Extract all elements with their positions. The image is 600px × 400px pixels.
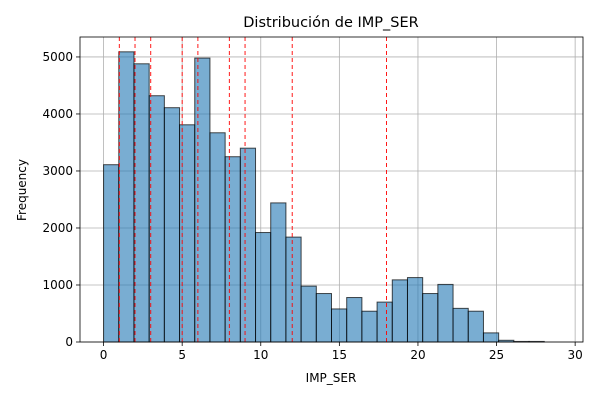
histogram-bar bbox=[148, 95, 165, 343]
histogram-bar bbox=[406, 277, 424, 343]
x-tick-label: 15 bbox=[332, 348, 347, 362]
x-tick-label: 10 bbox=[253, 348, 268, 362]
histogram-bar bbox=[239, 147, 257, 343]
histogram-bar bbox=[224, 156, 241, 343]
histogram-bar bbox=[133, 63, 150, 343]
x-tick-label: 25 bbox=[489, 348, 504, 362]
histogram-bar bbox=[300, 285, 317, 343]
x-tick-label: 5 bbox=[178, 348, 186, 362]
histogram-bar bbox=[391, 279, 408, 343]
histogram-bar bbox=[103, 164, 120, 343]
histogram-bar bbox=[270, 202, 287, 343]
plot-area-frame bbox=[79, 36, 584, 343]
histogram-bar bbox=[331, 308, 348, 343]
histogram-bar bbox=[315, 293, 332, 343]
y-axis-ticks: 0 1000 2000 3000 4000 5000 bbox=[42, 50, 80, 349]
histogram-bar bbox=[255, 232, 272, 343]
histogram-bar bbox=[437, 283, 454, 343]
histogram-bar bbox=[194, 57, 211, 343]
y-tick-label: 3000 bbox=[42, 164, 73, 178]
y-tick-label: 4000 bbox=[42, 107, 73, 121]
y-tick-label: 0 bbox=[65, 335, 73, 349]
histogram-bar bbox=[118, 51, 135, 343]
histogram-bar bbox=[361, 310, 378, 343]
histogram-bar bbox=[422, 293, 439, 343]
histogram-bar bbox=[452, 307, 469, 343]
x-axis-label: IMP_SER bbox=[306, 371, 357, 385]
chart-title: Distribución de IMP_SER bbox=[243, 15, 418, 31]
histogram-bar bbox=[285, 236, 302, 343]
x-tick-label: 20 bbox=[410, 348, 425, 362]
x-tick-label: 0 bbox=[100, 348, 108, 362]
histogram-bar bbox=[482, 332, 500, 343]
y-tick-label: 1000 bbox=[42, 278, 73, 292]
y-axis-label: Frequency bbox=[15, 159, 29, 221]
y-tick-label: 2000 bbox=[42, 221, 73, 235]
histogram-bars bbox=[103, 51, 545, 343]
histogram-bar bbox=[209, 132, 226, 343]
x-axis-ticks: 0 5 10 15 20 25 30 bbox=[100, 342, 583, 362]
y-tick-label: 5000 bbox=[42, 50, 73, 64]
x-tick-label: 30 bbox=[568, 348, 583, 362]
reference-lines bbox=[118, 37, 387, 342]
histogram-bar bbox=[376, 301, 393, 343]
histogram-bar bbox=[163, 107, 181, 343]
histogram-bar bbox=[467, 310, 484, 343]
histogram-bar bbox=[346, 297, 363, 343]
